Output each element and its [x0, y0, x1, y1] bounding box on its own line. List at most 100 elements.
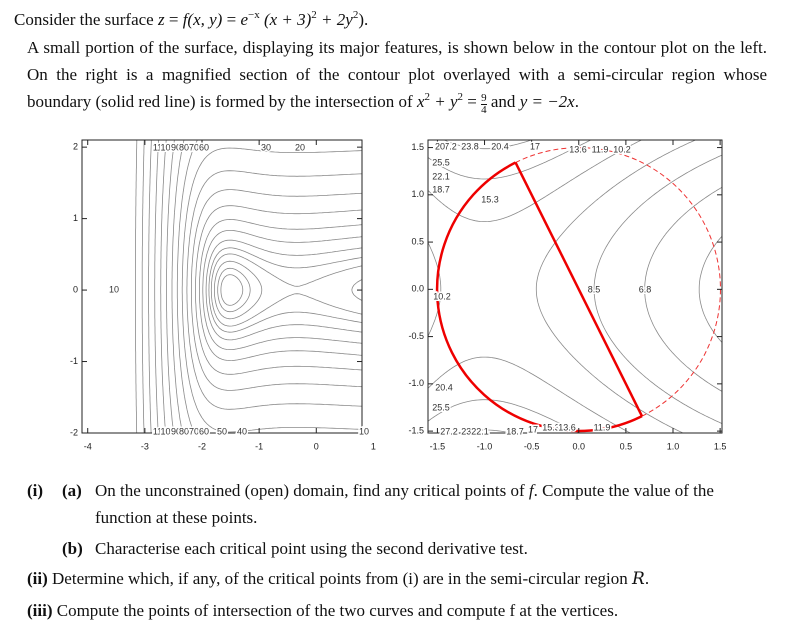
contour-label: 90	[171, 142, 181, 152]
y-tick-label: -1.0	[408, 378, 424, 388]
x-tick-label: -4	[84, 441, 92, 451]
contour-line	[428, 140, 592, 433]
math: f	[528, 481, 534, 500]
math: ).	[358, 10, 369, 29]
math: x	[416, 92, 425, 111]
x-tick-label: -1.5	[430, 441, 446, 451]
q-text: Determine which, if any, of the critical…	[52, 569, 628, 588]
contour-label: 11.9	[594, 422, 611, 432]
q-text: Characterise each critical point using t…	[95, 539, 528, 558]
contour-line	[148, 140, 152, 433]
contour-label: 80	[179, 426, 189, 436]
contour-label: 27.2	[440, 426, 458, 436]
circle-dashed	[515, 147, 721, 417]
contour-label: 22.1	[432, 171, 450, 181]
math: =	[168, 10, 179, 29]
q-label: (i)	[27, 481, 44, 500]
contour-label: 100	[160, 426, 175, 436]
contour-label: 23.8	[461, 426, 479, 436]
contour-label: 50	[217, 426, 227, 436]
q-label: (iii)	[27, 601, 53, 620]
question-i: (i) (a) On the unconstrained (open) domai…	[27, 477, 767, 562]
contour-label: 10.2	[613, 144, 631, 154]
paragraph: A small portion of the surface, displayi…	[27, 34, 767, 116]
contour-line	[217, 267, 251, 313]
contour-label: 17	[528, 424, 538, 434]
y-tick-label: 1.5	[411, 142, 424, 152]
contour-label: 11.9	[592, 144, 609, 154]
math: + 2y	[321, 10, 353, 29]
right-frame	[427, 139, 723, 434]
contour-line	[214, 260, 362, 320]
math: 2	[311, 9, 317, 21]
left-frame	[81, 139, 363, 434]
contour-line	[202, 230, 362, 350]
contour-line	[176, 140, 198, 433]
math: (x + 3)	[263, 10, 312, 29]
math: z	[157, 10, 165, 29]
y-tick-label: -2	[70, 427, 78, 437]
math: R	[632, 569, 645, 589]
text: A small portion of the surface, displayi…	[27, 38, 767, 111]
q-text: Compute the points of intersection of th…	[56, 601, 619, 620]
intro-text: Consider the surface	[14, 10, 154, 29]
contour-line	[154, 140, 159, 433]
contour-label: 27.2	[439, 141, 457, 151]
contour-line	[593, 154, 722, 424]
contour-line	[191, 189, 362, 391]
y-tick-label: 0.0	[411, 284, 424, 294]
contour-label: 6.8	[639, 284, 652, 294]
contour-line	[160, 140, 167, 433]
y-tick-label: -0.5	[408, 331, 424, 341]
y-tick-label: 1	[73, 213, 78, 223]
contour-label: 60	[199, 142, 209, 152]
contour-label: 80	[179, 142, 189, 152]
contour-label: 100	[160, 142, 175, 152]
intro: Consider the surface z = f(x, y) = e−x (…	[14, 10, 368, 30]
contour-label: 10	[109, 284, 119, 294]
text: and	[490, 92, 516, 111]
contour-line	[195, 205, 362, 375]
contour-label: 13.6	[558, 422, 576, 432]
contour-label: 20.4	[491, 141, 509, 151]
y-tick-label: 1.0	[411, 189, 424, 199]
contour-plots: -4 -3 -2 -1 0 1 -2 -1 0 1 2 -1.5 -1.0 -0.5 0.0 0.5 1.0 1.…	[70, 139, 726, 451]
right-contours	[428, 140, 722, 433]
x-tick-label: -2	[198, 441, 206, 451]
text: .	[574, 92, 579, 111]
math: y = −2x	[519, 92, 575, 111]
contour-label: 110	[153, 426, 167, 436]
contour-line	[428, 140, 642, 433]
x-tick-label: -1	[255, 441, 263, 451]
contour-label: 22.1	[471, 426, 489, 436]
contour-label: 90	[171, 426, 181, 436]
contour-line	[141, 140, 145, 433]
math: −x	[247, 9, 260, 21]
y-tick-label: 0.5	[411, 236, 424, 246]
x-tick-label: 0	[314, 441, 319, 451]
contour-label: 70	[189, 426, 199, 436]
contour-line	[171, 140, 185, 433]
contour-label: 18.7	[432, 184, 450, 194]
contour-line	[186, 170, 362, 410]
x-tick-label: -3	[141, 441, 149, 451]
contour-label: 25.5	[432, 157, 450, 167]
contour-label: 8.5	[588, 284, 601, 294]
contour-line	[181, 147, 362, 433]
x-tick-label: -0.5	[524, 441, 540, 451]
region-arc	[435, 161, 643, 433]
math: f(x, y)	[182, 10, 223, 29]
region-line	[514, 161, 644, 417]
math: + y	[434, 92, 458, 111]
math: =	[467, 92, 477, 111]
x-tick-label: -1.0	[477, 441, 493, 451]
numerator: 9	[481, 92, 487, 104]
q-label: (ii)	[27, 569, 48, 588]
y-tick-label: 0	[73, 284, 78, 294]
contour-line	[199, 219, 362, 361]
denominator: 4	[481, 104, 487, 116]
contour-label: 20	[295, 142, 305, 152]
x-tick-label: 1.0	[667, 441, 680, 451]
